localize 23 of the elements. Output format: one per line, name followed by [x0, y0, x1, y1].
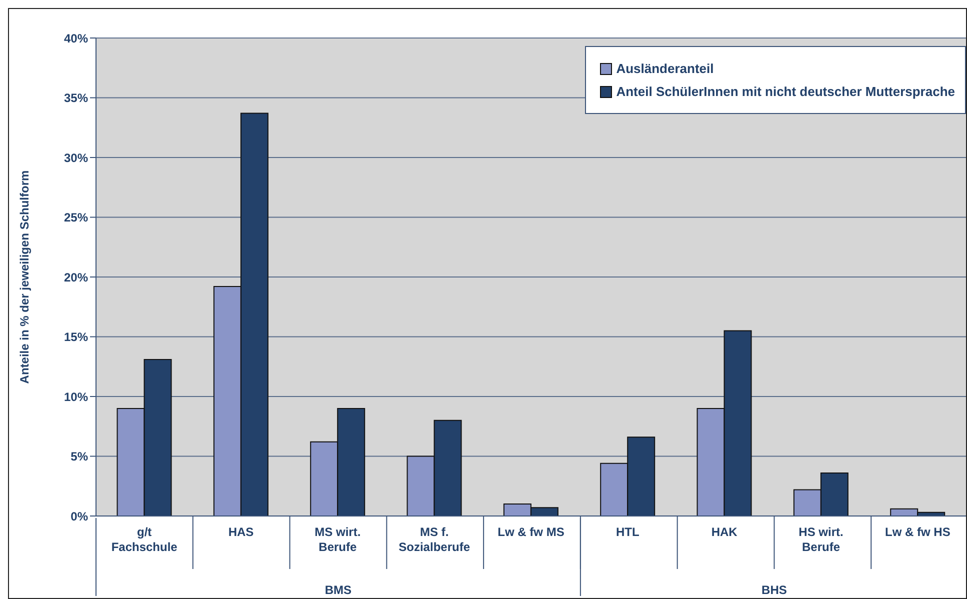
y-tick-label: 40%: [64, 31, 88, 46]
x-tick-label: HS wirt. Berufe: [798, 525, 844, 554]
x-tick-label: HAS: [228, 525, 254, 539]
x-tick-label: MS f. Sozialberufe: [398, 525, 470, 554]
x-tick-label: MS wirt. Berufe: [314, 525, 361, 554]
text: BMS: [324, 583, 352, 597]
y-tick-label: 5%: [70, 450, 88, 464]
y-tick-label: 10%: [64, 390, 88, 404]
x-tick-label: Lw & fw HS: [884, 525, 950, 539]
y-tick-label: 25%: [64, 210, 88, 225]
legend-label: Anteil SchülerInnen mit nicht deutscher Muttersprache: [616, 84, 955, 99]
text: BHS: [762, 583, 787, 597]
y-axis-title: Anteile in % der jeweiligen Schulform: [17, 170, 32, 384]
x-tick-label: HAK: [711, 525, 738, 539]
x-tick-label: Lw & fw MS: [498, 525, 564, 539]
y-tick-label: 20%: [64, 270, 88, 284]
y-tick-label: 15%: [64, 330, 88, 344]
y-tick-label: 0%: [70, 509, 88, 524]
y-tick-label: 35%: [64, 91, 88, 106]
x-tick-label: HTL: [616, 525, 640, 539]
legend-label: Ausländeranteil: [616, 61, 714, 76]
x-tick-label: g/t Fachschule: [111, 525, 178, 554]
y-tick-label: 30%: [64, 150, 88, 165]
